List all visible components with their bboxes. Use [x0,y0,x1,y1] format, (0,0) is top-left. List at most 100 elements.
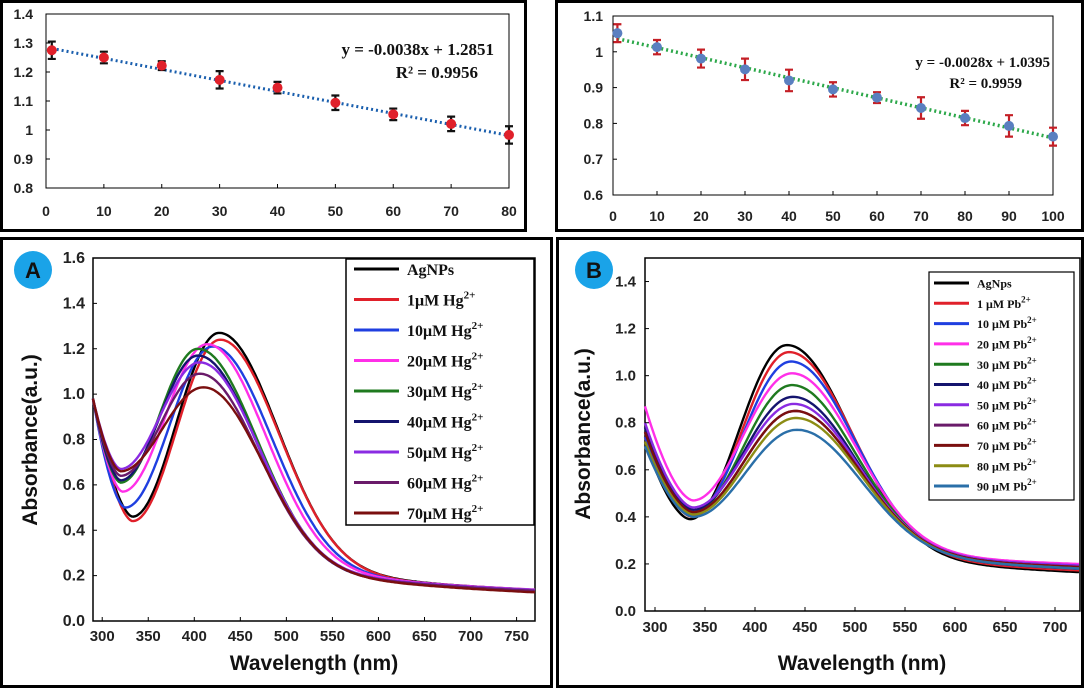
y-tick-label: 0.6 [584,187,604,203]
x-tick-label: 100 [1041,208,1065,224]
legend-label: 90 μM Pb2+ [977,477,1037,493]
x-tick-label: 300 [642,619,667,636]
legend-superscript: 2+ [472,350,484,362]
legend-label: 70μM Hg2+ [407,503,483,523]
legend-superscript: 2+ [1021,294,1031,304]
legend-label: 30μM Hg2+ [407,381,483,401]
panel-frame-bottom-right [556,237,1084,688]
x-tick-label: 300 [90,628,115,645]
x-tick-label: 70 [913,208,929,224]
x-tick-label: 0 [609,208,617,224]
y-tick-label: 0.8 [14,180,34,196]
panel-frame-bottom-left [0,237,553,688]
y-tick-label: 1.4 [615,274,637,291]
data-point [98,52,109,63]
data-point [272,82,283,93]
data-points [46,45,514,140]
x-tick-labels: 0 10 20 30 40 50 60 70 80 90 100 [609,191,1065,224]
legend-superscript: 2+ [472,472,484,484]
spectrum-line [91,386,536,594]
legend-superscript: 2+ [1027,355,1037,365]
x-tick-labels: 0 10 20 30 40 50 60 70 80 [42,184,517,219]
y-tick-label: 0.9 [14,151,34,167]
y-axis-label: Absorbance(a.u.) [572,348,595,520]
fit-equation: y = -0.0028x + 1.0395 [915,55,1050,71]
plot-area [612,15,1054,196]
data-point [612,28,623,39]
x-tick-label: 350 [136,628,161,645]
y-tick-label: 1.4 [14,6,34,22]
legend-label: 50 μM Pb2+ [977,396,1037,412]
x-tick-labels: 300 350 400 450 500 550 600 650 700 [642,607,1068,636]
panel-frame-top-right [555,0,1084,232]
x-tick-label: 400 [742,619,767,636]
x-tick-label: 550 [320,628,345,645]
spectra-chart-pb: 300 350 400 450 500 550 600 650 700 0.0 0.2 0.4 0.6… [572,251,1081,675]
x-tick-label: 550 [892,619,917,636]
data-point [214,74,225,85]
legend-superscript: 2+ [1027,477,1037,487]
x-tick-label: 650 [992,619,1017,636]
y-tick-label: 1.6 [63,250,85,267]
legend-label: 10 μM Pb2+ [977,315,1037,331]
x-tick-label: 60 [869,208,885,224]
fit-equation: y = -0.0038x + 1.2851 [341,40,494,59]
spectrum-line [643,372,1080,566]
legend: AgNPs 1μM Hg2+ 10μM Hg2+ 20μM Hg2+ 30μM Hg2+… [354,262,483,523]
y-axis-label: Absorbance(a.u.) [19,354,42,526]
x-tick-label: 30 [212,203,228,219]
y-tick-label: 1.2 [14,64,34,80]
legend-label: 60μM Hg2+ [407,472,483,492]
r-squared: R² = 0.9956 [396,63,478,82]
data-point [330,97,341,108]
x-tick-label: 700 [1042,619,1067,636]
y-tick-label: 0.8 [615,415,636,432]
legend-superscript: 2+ [472,442,484,454]
data-point [828,84,838,95]
y-tick-label: 0.4 [63,522,85,539]
spectra-series [643,343,1080,574]
legend-label: 20 μM Pb2+ [977,335,1037,351]
y-tick-label: 1.0 [615,368,636,385]
spectrum-line [643,428,1080,570]
x-tick-label: 90 [1001,208,1017,224]
legend-label: AgNPs [407,262,454,279]
r-squared: R² = 0.9959 [949,76,1022,92]
legend-superscript: 2+ [464,289,476,301]
x-tick-label: 30 [737,208,753,224]
panel-badge-circle [14,251,52,289]
y-tick-label: 1 [25,122,33,138]
x-tick-label: 20 [154,203,170,219]
x-tick-label: 50 [825,208,841,224]
data-point [652,42,662,53]
x-tick-label: 500 [274,628,299,645]
x-tick-label: 60 [385,203,401,219]
y-tick-labels: 0.0 0.2 0.4 0.6 0.8 1.0 1.2 1.4 [615,274,649,620]
x-tick-label: 80 [501,203,517,219]
x-tick-label: 10 [649,208,665,224]
y-tick-label: 0.0 [615,603,636,620]
spectra-chart-hg: 300 350 400 450 500 550 600 650 700 750 0.0 0.2 0.4… [14,250,536,675]
y-tick-label: 1.2 [615,321,636,338]
legend-superscript: 2+ [1027,335,1037,345]
legend-label: 40 μM Pb2+ [977,376,1037,392]
data-point [1004,120,1014,131]
legend-superscript: 2+ [1027,396,1037,406]
data-points [612,28,1058,142]
legend-label: 40μM Hg2+ [407,411,483,431]
panel-frame-top-left [0,0,527,232]
x-tick-label: 600 [366,628,391,645]
y-tick-label: 1.1 [14,93,34,109]
data-point [446,118,457,129]
legend-label: 1 μM Pb2+ [977,294,1031,310]
data-point [156,60,167,71]
y-tick-label: 1.0 [63,386,85,403]
data-point [872,92,882,103]
y-tick-label: 0.6 [615,462,636,479]
legend-superscript: 2+ [472,320,484,332]
legend-label: 70 μM Pb2+ [977,437,1037,453]
legend-superscript: 2+ [472,503,484,515]
spectra-series [91,331,536,594]
y-tick-label: 0.9 [584,80,604,96]
